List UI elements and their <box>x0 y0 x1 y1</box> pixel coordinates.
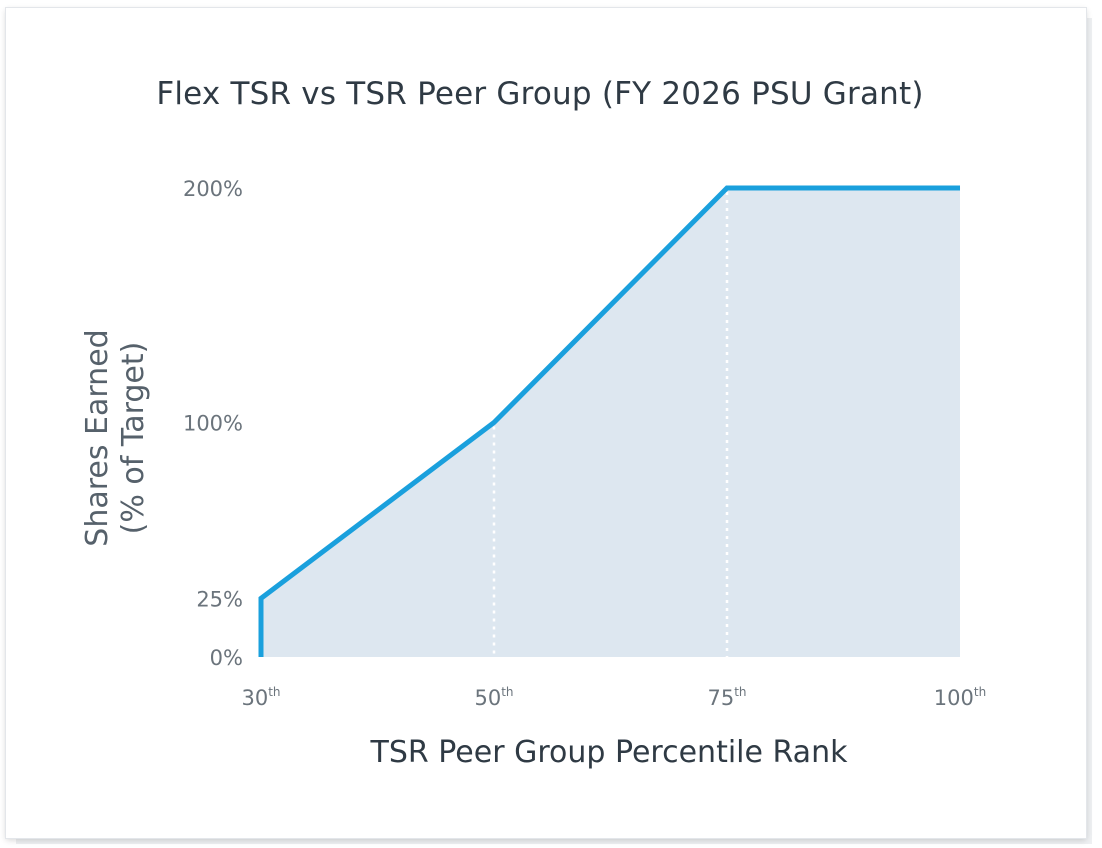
x-axis-label: TSR Peer Group Percentile Rank <box>370 735 849 770</box>
y-axis-label-line1: Shares Earned <box>80 329 115 546</box>
x-tick-label-50: 50th <box>474 685 513 710</box>
plot-area: 0% 25% 100% 200% 30th 50th 75th 100th <box>183 177 986 710</box>
x-tick-suffix: th <box>501 685 513 699</box>
x-tick-label-30: 30th <box>241 685 280 710</box>
y-tick-label-100: 100% <box>183 412 243 436</box>
chart-title: Flex TSR vs TSR Peer Group (FY 2026 PSU … <box>156 76 923 112</box>
y-axis-label-line2: (% of Target) <box>116 342 151 535</box>
x-tick-label-100: 100th <box>934 685 986 710</box>
x-tick-suffix: th <box>734 685 746 699</box>
area-fill <box>261 188 960 657</box>
y-tick-label-25: 25% <box>196 587 243 611</box>
x-tick-suffix: th <box>974 685 986 699</box>
x-tick-suffix: th <box>268 685 280 699</box>
y-tick-label-200: 200% <box>183 177 243 201</box>
y-tick-label-0: 0% <box>210 646 243 670</box>
y-axis-label: Shares Earned (% of Target) <box>80 329 151 546</box>
x-tick-label-75: 75th <box>707 685 746 710</box>
